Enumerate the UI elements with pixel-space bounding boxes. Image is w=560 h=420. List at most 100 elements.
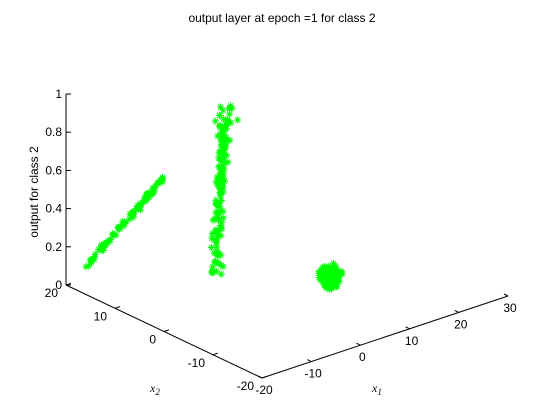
data-point xyxy=(228,104,236,112)
data-point xyxy=(224,119,233,128)
y-tick-mark xyxy=(261,375,268,379)
data-point xyxy=(208,230,216,238)
x-axis-label: x1 xyxy=(371,381,382,397)
data-point xyxy=(158,173,167,182)
data-point xyxy=(104,237,112,245)
data-point xyxy=(210,236,218,244)
axes xyxy=(65,94,509,379)
data-point xyxy=(209,263,217,271)
data-point xyxy=(126,215,134,223)
x-tick-label: 10 xyxy=(405,334,419,348)
data-point xyxy=(212,267,220,275)
data-point xyxy=(319,276,328,285)
data-point xyxy=(217,129,225,137)
data-point xyxy=(213,258,221,267)
data-point xyxy=(234,116,242,124)
data-point xyxy=(215,232,223,240)
data-point xyxy=(211,117,219,125)
z-tick-label: 0.2 xyxy=(45,240,62,254)
data-point xyxy=(219,146,227,155)
data-point xyxy=(220,152,228,160)
x-tick-mark xyxy=(503,293,509,297)
data-point xyxy=(87,256,95,264)
y-axis-label: x2 xyxy=(149,381,160,397)
data-point xyxy=(215,174,223,182)
data-point xyxy=(220,165,228,173)
data-point xyxy=(149,189,157,197)
data-point xyxy=(216,111,224,119)
data-point xyxy=(318,265,326,274)
x-tick-label: 20 xyxy=(454,317,468,331)
data-point xyxy=(212,200,221,208)
data-point xyxy=(218,178,226,186)
data-point xyxy=(334,277,342,285)
chart-title: output layer at epoch =1 for class 2 xyxy=(188,11,375,25)
x-axis-label-sub: 1 xyxy=(377,387,382,397)
x-axis-line xyxy=(261,295,509,379)
z-tick-label: 0.4 xyxy=(45,202,62,216)
data-point xyxy=(324,281,332,290)
data-point xyxy=(212,196,220,204)
data-point xyxy=(213,243,221,251)
data-point xyxy=(328,284,336,293)
x-tick-mark xyxy=(257,375,263,379)
data-point xyxy=(318,272,326,280)
data-point xyxy=(327,265,335,273)
data-point xyxy=(330,270,338,279)
x-tick-label: 0 xyxy=(359,350,366,364)
data-point xyxy=(216,203,224,211)
data-point xyxy=(217,251,225,259)
x-tick-label: 30 xyxy=(503,301,517,315)
data-point xyxy=(326,273,335,281)
data-point xyxy=(223,151,231,159)
data-point xyxy=(215,163,223,171)
data-point xyxy=(207,243,216,252)
data-point xyxy=(220,123,229,131)
data-point xyxy=(134,203,142,211)
data-point xyxy=(122,218,130,226)
y-axis-label-sub: 2 xyxy=(155,387,160,397)
data-point xyxy=(100,242,109,250)
y-tick-label: 20 xyxy=(45,286,59,300)
scatter-points xyxy=(82,102,346,293)
data-point xyxy=(334,273,342,282)
data-point xyxy=(91,250,99,258)
data-point xyxy=(216,221,224,229)
data-point xyxy=(136,200,144,208)
y-tick-label: -20 xyxy=(237,379,255,393)
data-point xyxy=(219,174,228,182)
data-point xyxy=(226,136,234,144)
data-point xyxy=(226,102,235,110)
data-point xyxy=(214,208,223,216)
data-point xyxy=(209,216,217,224)
z-tick-label: 0.8 xyxy=(45,125,62,139)
data-point xyxy=(136,206,144,214)
x-ticks: -20 -10 0 10 20 30 xyxy=(255,293,517,397)
data-point xyxy=(217,134,226,142)
z-tick-label: 0 xyxy=(55,278,62,292)
data-point xyxy=(332,283,340,291)
y-tick-mark xyxy=(163,329,170,332)
z-tick-label: 0.6 xyxy=(45,163,62,177)
data-point xyxy=(219,106,227,114)
data-point xyxy=(112,231,120,239)
data-point xyxy=(120,221,128,230)
data-point xyxy=(98,241,106,249)
data-point xyxy=(316,275,325,283)
data-point xyxy=(221,143,229,151)
data-point xyxy=(151,182,159,190)
data-point xyxy=(225,110,234,118)
x-tick-mark xyxy=(405,326,410,330)
y-tick-mark xyxy=(114,306,121,309)
data-point xyxy=(114,223,123,231)
data-point xyxy=(217,190,225,198)
x-axis-label-main: x xyxy=(371,381,378,395)
data-point xyxy=(318,263,327,271)
data-point xyxy=(327,280,336,289)
y-tick-label: 10 xyxy=(94,309,108,323)
data-point xyxy=(219,170,228,178)
data-point xyxy=(316,269,325,277)
data-point xyxy=(220,127,228,135)
data-point xyxy=(224,158,232,166)
data-point xyxy=(215,148,223,156)
